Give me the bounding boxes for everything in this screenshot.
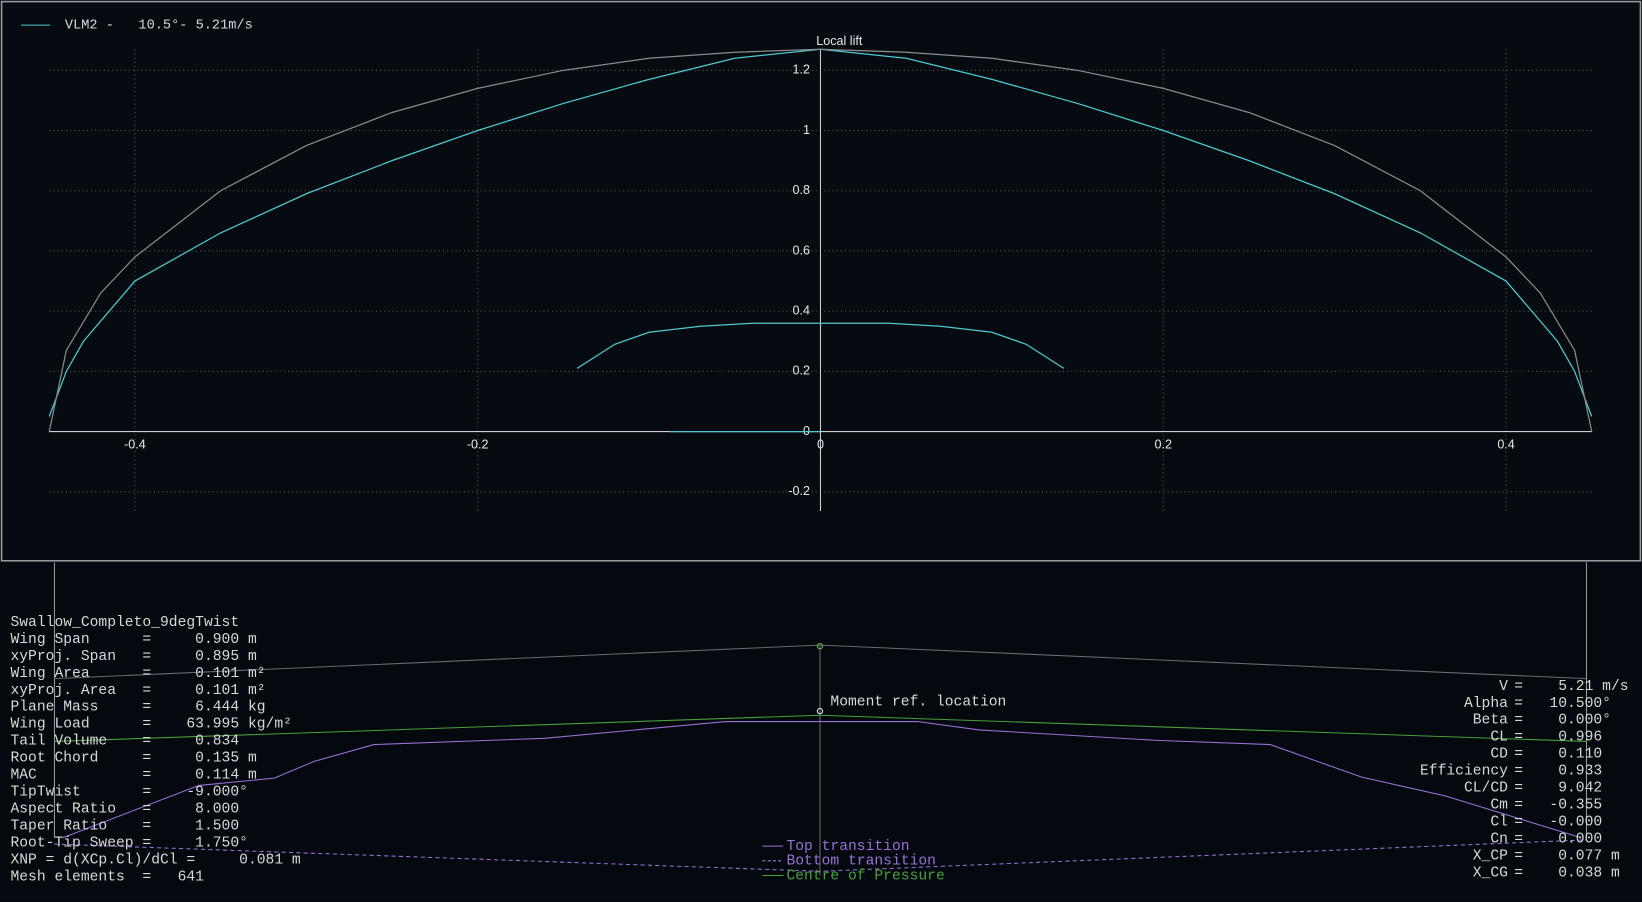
- x-tick-label: 0.4: [1497, 438, 1514, 452]
- flight-info-value: = 10.500°: [1514, 696, 1611, 712]
- flight-info-value: = 0.110: [1514, 747, 1602, 763]
- x-tick-label: -0.4: [124, 438, 146, 452]
- legend-label: Centre of Pressure: [786, 868, 944, 884]
- y-tick-label: 0.4: [793, 303, 810, 317]
- plane-info-line: Taper Ratio = 1.500: [10, 819, 239, 835]
- flight-info-value: = 0.996: [1514, 730, 1602, 746]
- plane-info-line: xyProj. Span = 0.895 m: [10, 649, 256, 665]
- y-axis-title: Local lift: [816, 34, 863, 48]
- flight-info-label: Beta: [1473, 713, 1508, 729]
- flight-info-label: CL: [1490, 730, 1508, 746]
- plane-info-line: Aspect Ratio = 8.000: [10, 802, 239, 818]
- flight-info-value: = 0.000: [1514, 831, 1602, 847]
- flight-info-value: = 5.21 m/s: [1514, 679, 1628, 695]
- centre-of-pressure-line: [54, 714, 1587, 742]
- flight-info-label: Efficiency: [1420, 764, 1508, 780]
- plane-info-line: Plane Mass = 6.444 kg: [10, 700, 265, 716]
- flight-info-label: CL/CD: [1464, 781, 1508, 797]
- y-tick-label: -0.2: [788, 484, 810, 498]
- moment-ref-point: [816, 707, 824, 715]
- series-line: [576, 322, 1065, 369]
- view3d: [53, 562, 1588, 877]
- x-tick-label: -0.2: [467, 438, 489, 452]
- moment-ref-label: Moment ref. location: [830, 695, 1006, 711]
- x-tick-label: 0.2: [1155, 438, 1172, 452]
- flight-info-value: = 0.000°: [1514, 713, 1611, 729]
- flight-info-value: = -0.000: [1514, 815, 1602, 831]
- flight-info-label: X_CP: [1473, 848, 1508, 864]
- flight-info-label: Cm: [1490, 798, 1508, 814]
- flight-info-value: = 0.933: [1514, 764, 1602, 780]
- plane-name: Swallow_Completo_9degTwist: [10, 615, 239, 631]
- cp-point: [816, 643, 824, 650]
- y-tick-label: 1.2: [793, 63, 810, 77]
- plane-info-line: Tail Volume = 0.834: [10, 734, 239, 750]
- flight-info-value: = 0.038 m: [1514, 865, 1620, 881]
- flight-info-label: Alpha: [1464, 696, 1508, 712]
- y-tick-label: 0.6: [793, 243, 810, 257]
- flight-info-label: V: [1499, 679, 1508, 695]
- plot: -0.200.20.40.60.811.2-0.4-0.200.20.4Loca…: [20, 19, 1593, 512]
- flight-info-label: Cn: [1490, 831, 1508, 847]
- flight-info-label: CD: [1490, 747, 1508, 763]
- y-tick-label: 0.8: [793, 183, 810, 197]
- y-tick-label: 1: [803, 123, 810, 137]
- legend-label: Bottom transition: [786, 854, 936, 870]
- plane-info-line: Wing Area = 0.101 m²: [10, 666, 265, 682]
- y-tick-label: 0.2: [793, 364, 810, 378]
- plane-info-line: Wing Span = 0.900 m: [10, 632, 256, 648]
- plane-info-line: XNP = d(XCp.Cl)/dCl = 0.081 m: [10, 852, 300, 868]
- bottom-transition-line: [54, 839, 1587, 872]
- plane-info-line: Wing Load = 63.995 kg/m²: [10, 717, 291, 733]
- plane-info-line: Root Chord = 0.135 m: [10, 751, 256, 767]
- flight-info-value: = 0.077 m: [1514, 848, 1620, 864]
- plane-info-line: Root-Tip Sweep = 1.750°: [10, 835, 247, 851]
- plane-info-line: Mesh elements = 641: [10, 869, 204, 885]
- legend-label: VLM2 - 10.5°- 5.21m/s: [65, 19, 253, 34]
- flight-info-label: X_CG: [1473, 865, 1508, 881]
- flight-info-label: Cl: [1490, 815, 1508, 831]
- plane-info-line: TipTwist = -9.000°: [10, 785, 247, 801]
- plane-info-line: MAC = 0.114 m: [10, 768, 256, 784]
- series-line: [48, 48, 1593, 432]
- flight-info-value: = 9.042: [1514, 781, 1602, 797]
- flight-info-value: = -0.355: [1514, 798, 1602, 814]
- top-transition-line: [62, 721, 1582, 839]
- y-tick-label: 0: [803, 424, 810, 438]
- plane-info-line: xyProj. Area = 0.101 m²: [10, 683, 265, 699]
- legend-label: Top transition: [786, 839, 909, 855]
